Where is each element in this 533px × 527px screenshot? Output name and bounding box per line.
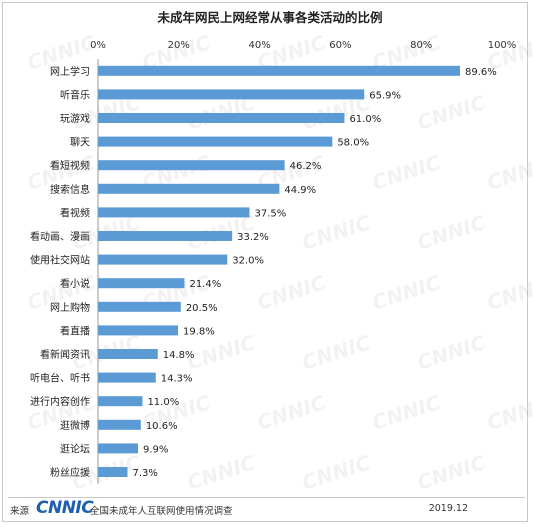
category-label: 逛微博 [60, 419, 90, 432]
watermark-text: CNNIC [484, 390, 533, 435]
value-labels: 89.6% 65.9% 61.0% 58.0% 46.2% 44.9% 37.5% 33.2%… [132, 67, 496, 479]
bar [98, 254, 228, 265]
bar [98, 301, 181, 312]
data-label: 65.9% [369, 90, 401, 101]
x-tick-label: 20% [168, 40, 190, 51]
report-date: 2019.12 [428, 503, 468, 514]
bar [98, 231, 233, 241]
bar [98, 396, 143, 407]
bar [98, 89, 365, 100]
x-tick-label: 100% [488, 40, 517, 51]
category-label: 看短视频 [50, 159, 90, 172]
category-label: 看小说 [60, 277, 90, 290]
data-label: 32.0% [232, 256, 264, 267]
data-label: 46.2% [290, 161, 322, 172]
bar [98, 65, 460, 76]
category-label: 听电台、听书 [30, 372, 90, 385]
bar [98, 325, 178, 336]
bar [98, 372, 156, 383]
watermark-text: CNNIC [529, 210, 533, 255]
bar [98, 419, 141, 430]
data-label: 58.0% [337, 138, 369, 149]
category-label: 看新闻资讯 [40, 348, 90, 361]
footer: 来源 CNNIC 全国未成年人互联网使用情况调查 2019.12 [10, 498, 520, 520]
chart-frame [2, 2, 528, 522]
x-tick-label: 0% [90, 40, 106, 51]
bar [98, 160, 285, 171]
watermark-text: CNNIC [254, 390, 329, 435]
category-labels: 网上学习听音乐玩游戏聊天看短视频搜索信息看视频看动画、漫画使用社交网站看小说网上… [30, 65, 90, 479]
watermark-text: CNNIC [299, 330, 374, 375]
bar [98, 113, 345, 123]
watermark-text: CNNIC [414, 330, 489, 375]
data-label: 37.5% [255, 208, 287, 219]
watermark-text: CNNIC [529, 450, 533, 495]
watermark-text: CNNIC [369, 270, 444, 315]
category-label: 使用社交网站 [30, 254, 90, 267]
bar [98, 467, 128, 477]
category-label: 网上学习 [50, 65, 90, 78]
bar [98, 207, 250, 218]
watermark-text: CNNIC [254, 270, 329, 315]
footer-divider [8, 497, 525, 498]
category-label: 听音乐 [60, 88, 90, 101]
watermark-text: CNNIC [299, 210, 374, 255]
data-label: 9.9% [143, 444, 168, 455]
category-label: 搜索信息 [50, 183, 90, 196]
cnnic-logo: CNNIC [36, 498, 94, 518]
data-label: 11.0% [147, 397, 179, 408]
bar [98, 349, 158, 359]
data-label: 33.2% [237, 232, 269, 243]
category-label: 看直播 [60, 324, 90, 337]
watermark-text: CNNIC [369, 150, 444, 195]
data-label: 7.3% [132, 468, 157, 479]
data-label: 89.6% [465, 67, 497, 78]
category-label: 粉丝应援 [50, 466, 90, 479]
watermark-text: CNNIC [184, 450, 259, 495]
bar [98, 136, 333, 147]
chart-title: 未成年网民上网经常从事各类活动的比例 [156, 10, 382, 25]
category-label: 看视频 [60, 206, 90, 219]
watermark-text: CNNIC [414, 450, 489, 495]
watermark-text: CNNIC [369, 390, 444, 435]
x-tick-label: 80% [410, 40, 432, 51]
category-label: 逛论坛 [60, 442, 90, 455]
watermark-text: CNNIC [484, 150, 533, 195]
x-axis-ticks: 0% 20% 40% 60% 80% 100% [90, 40, 516, 51]
data-label: 10.6% [146, 421, 178, 432]
watermark-text: CNNIC [414, 90, 489, 135]
category-label: 看动画、漫画 [30, 230, 90, 243]
source-label: 来源 [10, 506, 30, 517]
survey-name: 全国未成年人互联网使用情况调查 [90, 506, 233, 517]
x-tick-label: 60% [329, 40, 351, 51]
category-label: 网上购物 [50, 301, 90, 314]
data-label: 21.4% [189, 279, 221, 290]
watermark-text: CNNIC [414, 210, 489, 255]
bar [98, 183, 280, 194]
data-label: 14.3% [161, 374, 193, 385]
data-label: 14.8% [163, 350, 195, 361]
bars [98, 65, 460, 477]
data-label: 44.9% [284, 185, 316, 196]
watermark-text: CNNIC [299, 450, 374, 495]
category-label: 进行内容创作 [30, 395, 90, 408]
bar [98, 443, 138, 454]
watermark-text: CNNIC [484, 270, 533, 315]
category-label: 聊天 [70, 136, 90, 149]
x-tick-label: 40% [248, 40, 270, 51]
data-label: 61.0% [349, 114, 381, 125]
watermark-text: CNNIC [529, 90, 533, 135]
watermark-text: CNNIC [529, 330, 533, 375]
bar [98, 278, 185, 289]
category-label: 玩游戏 [60, 112, 90, 125]
data-label: 20.5% [186, 303, 218, 314]
data-label: 19.8% [183, 326, 215, 337]
